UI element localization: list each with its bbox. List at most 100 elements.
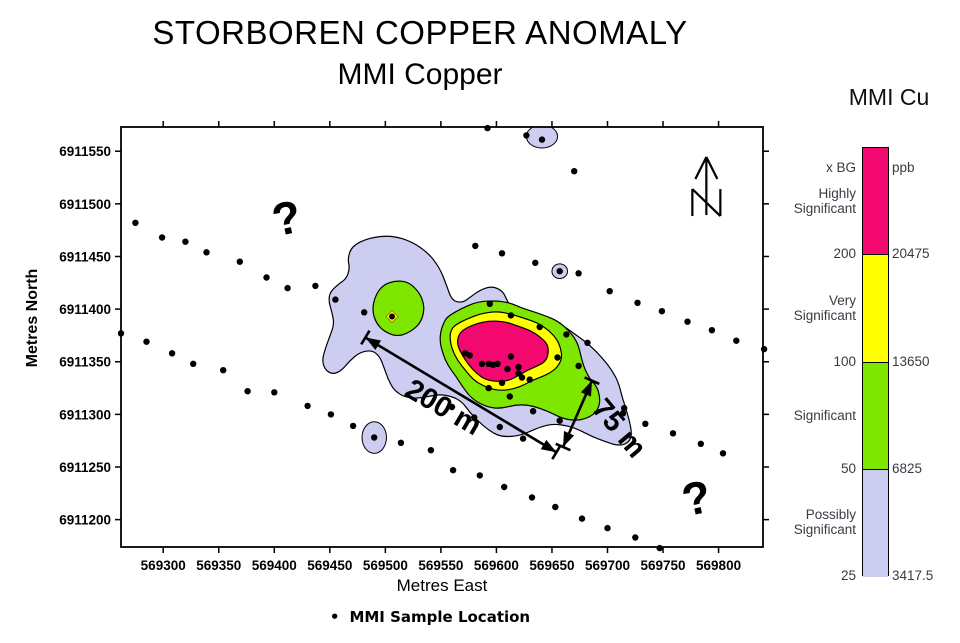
sample-dot bbox=[526, 376, 533, 383]
sample-dot bbox=[519, 435, 527, 442]
sample-dot bbox=[563, 331, 570, 338]
sample-dot bbox=[518, 374, 526, 381]
sample-dot bbox=[556, 268, 563, 275]
x-tick-label: 569300 bbox=[141, 558, 186, 573]
y-tick-label: 6911400 bbox=[59, 302, 111, 317]
sample-dot bbox=[515, 363, 522, 371]
sample-dot bbox=[327, 411, 335, 418]
arrowhead-icon bbox=[365, 337, 382, 350]
sample-dot bbox=[427, 447, 435, 454]
x-tick-label: 569600 bbox=[474, 558, 519, 573]
arrowhead-icon bbox=[580, 380, 592, 397]
sample-dot bbox=[507, 312, 515, 319]
y-tick-label: 6911550 bbox=[59, 144, 111, 159]
sample-dot bbox=[132, 219, 139, 226]
sample-dot bbox=[523, 132, 530, 139]
sample-legend-label: MMI Sample Location bbox=[349, 608, 531, 626]
sample-dot bbox=[220, 367, 227, 374]
sample-dot bbox=[244, 388, 251, 395]
sample-dot bbox=[606, 288, 613, 295]
sample-dot bbox=[478, 360, 486, 367]
y-axis-title: Metres North bbox=[24, 268, 41, 368]
sample-dots-layer bbox=[117, 124, 768, 552]
contour-west-significant bbox=[372, 280, 425, 337]
chart-subtitle: MMI Copper bbox=[337, 58, 503, 91]
sample-dot bbox=[472, 242, 479, 250]
sample-dot-icon: • bbox=[329, 608, 340, 626]
sample-dot bbox=[556, 417, 563, 424]
x-tick-label: 569450 bbox=[307, 558, 352, 573]
sample-dot bbox=[203, 249, 210, 256]
sample-dot bbox=[449, 467, 457, 474]
sample-dot bbox=[349, 422, 357, 430]
sample-dot bbox=[304, 402, 311, 410]
end-bar bbox=[555, 442, 571, 452]
sample-location-legend: • MMI Sample Location bbox=[0, 608, 860, 626]
sample-dot bbox=[284, 284, 291, 292]
plot-frame bbox=[120, 126, 764, 548]
sample-dot bbox=[158, 234, 166, 241]
y-tick-label: 6911450 bbox=[59, 249, 111, 264]
sample-dot bbox=[397, 439, 405, 446]
x-tick-label: 569800 bbox=[696, 558, 741, 573]
sample-dot bbox=[578, 515, 586, 522]
sample-dot bbox=[571, 168, 578, 175]
x-axis-title: Metres East bbox=[396, 576, 488, 595]
sample-dot bbox=[684, 318, 691, 325]
y-tick-label: 6911350 bbox=[59, 355, 111, 370]
end-bar bbox=[584, 376, 600, 386]
sample-dot bbox=[236, 258, 243, 265]
sample-dot bbox=[496, 423, 503, 431]
sample-dot bbox=[528, 494, 536, 501]
sample-dot bbox=[584, 339, 591, 346]
sample-dot bbox=[575, 270, 582, 277]
sample-dot bbox=[143, 338, 150, 345]
sample-dot bbox=[708, 327, 716, 334]
sample-dot bbox=[529, 408, 537, 415]
sample-dot bbox=[332, 296, 339, 303]
sample-dot bbox=[486, 300, 493, 307]
north-arrow-icon bbox=[691, 156, 722, 217]
sample-dot bbox=[733, 337, 740, 344]
sample-dot bbox=[642, 420, 649, 427]
y-tick-label: 6911300 bbox=[59, 407, 111, 422]
y-tick-label: 6911250 bbox=[59, 460, 111, 475]
sample-dot bbox=[476, 472, 483, 479]
sample-dot bbox=[389, 313, 396, 320]
sample-dot bbox=[658, 308, 666, 315]
sample-dot bbox=[604, 524, 611, 532]
sample-dot bbox=[190, 360, 197, 367]
question-mark-annotation: ? bbox=[267, 190, 305, 247]
x-tick-label: 569700 bbox=[585, 558, 630, 573]
x-tick-label: 569650 bbox=[529, 558, 574, 573]
sample-dot bbox=[621, 404, 628, 412]
sample-dot bbox=[719, 450, 727, 457]
sample-dot bbox=[498, 250, 506, 257]
sample-dot bbox=[371, 434, 378, 441]
sample-dot bbox=[263, 274, 270, 281]
x-tick-label: 569750 bbox=[641, 558, 686, 573]
question-mark-annotation: ? bbox=[677, 470, 715, 527]
sample-dot bbox=[619, 410, 627, 417]
arrowhead-icon bbox=[563, 431, 575, 447]
sample-dot bbox=[168, 350, 176, 357]
sample-dot bbox=[182, 238, 189, 245]
sample-dot bbox=[536, 323, 543, 331]
sample-dot bbox=[498, 379, 506, 386]
sample-dot bbox=[507, 353, 515, 360]
sample-dot bbox=[494, 360, 501, 367]
sample-dot bbox=[656, 544, 663, 552]
sample-dot bbox=[697, 440, 704, 447]
end-bar bbox=[360, 329, 371, 346]
sample-dot bbox=[554, 354, 561, 361]
sample-dot bbox=[506, 393, 513, 400]
x-tick-label: 569550 bbox=[418, 558, 463, 573]
sample-dot bbox=[312, 282, 319, 290]
contour-layer bbox=[322, 127, 632, 454]
sample-dot bbox=[575, 362, 582, 370]
arrowhead-icon bbox=[540, 439, 557, 453]
sample-dot bbox=[484, 124, 491, 132]
chart-title: STORBOREN COPPER ANOMALY bbox=[152, 14, 688, 51]
sample-dot bbox=[552, 503, 559, 511]
